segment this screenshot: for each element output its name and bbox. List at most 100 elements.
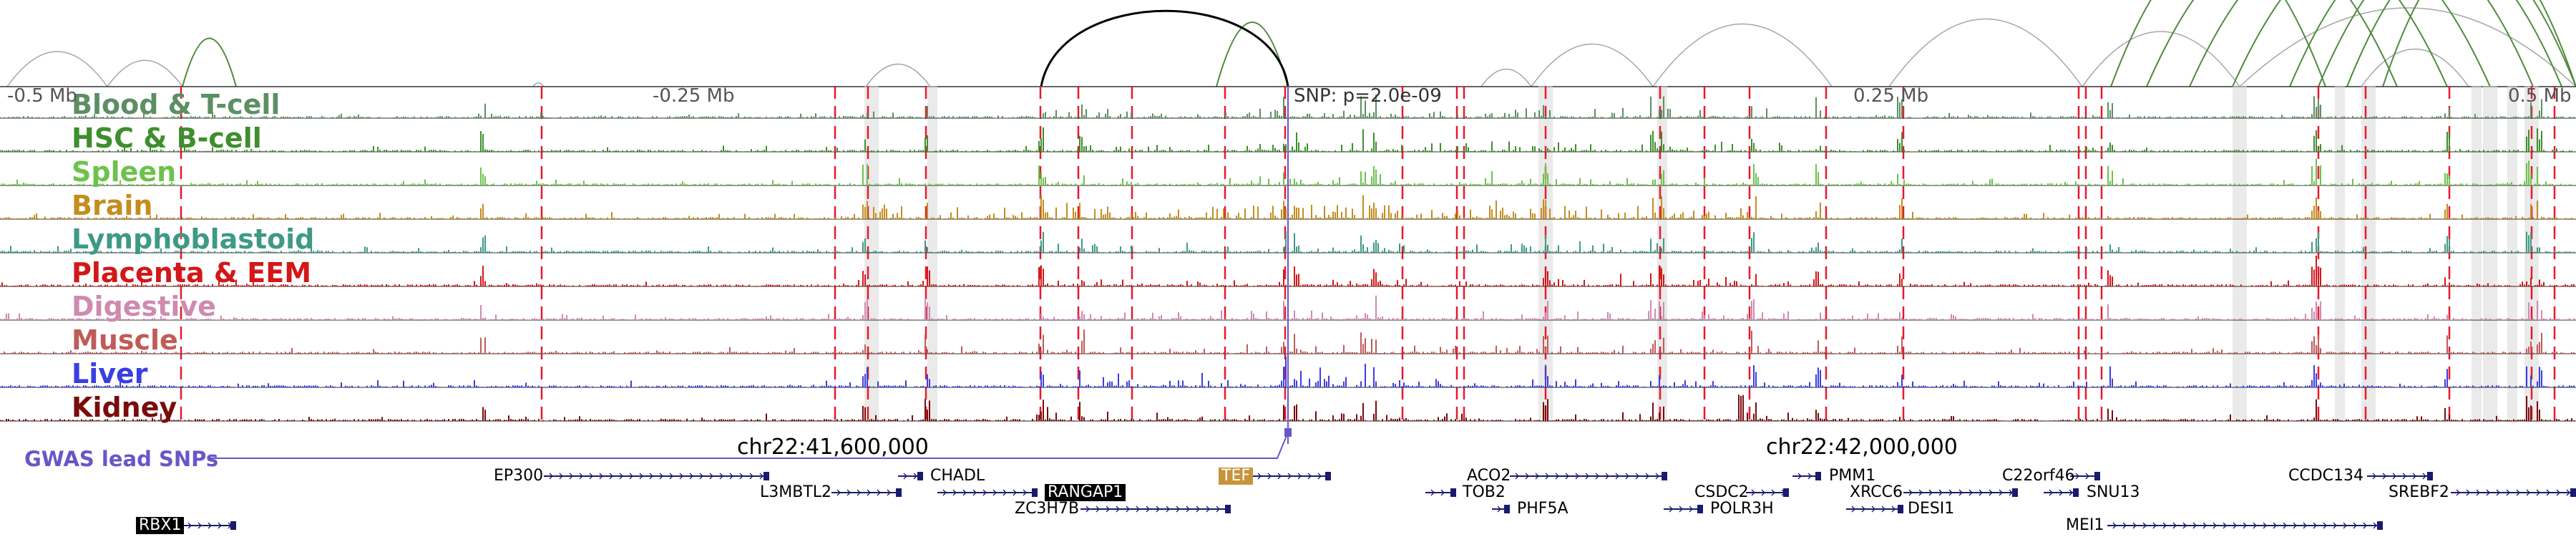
track-label: Spleen <box>72 156 177 188</box>
strand-arrow <box>1968 489 1973 496</box>
strand-arrow <box>218 522 222 529</box>
strand-arrow <box>1797 473 1802 480</box>
strand-arrow <box>187 522 192 529</box>
strand-arrow <box>1851 505 1855 513</box>
strand-arrow <box>1176 505 1180 513</box>
strand-arrow <box>1689 505 1693 513</box>
strand-arrow <box>759 473 763 480</box>
strand-arrow <box>2372 473 2376 480</box>
strand-arrow <box>1497 505 1501 513</box>
strand-arrow <box>2546 489 2550 496</box>
strand-arrow <box>2422 473 2426 480</box>
interaction-arc-grey <box>6 51 108 87</box>
interaction-arc-green <box>2346 0 2576 87</box>
strand-arrow <box>1126 505 1130 513</box>
strand-arrow <box>2243 522 2247 529</box>
gene-label: CCDC134 <box>2288 467 2364 485</box>
highlight-band <box>2472 86 2482 422</box>
strand-arrow <box>1938 489 1943 496</box>
gene-exon <box>1504 505 1510 513</box>
track-label: Kidney <box>72 392 177 423</box>
gene-exon <box>2570 488 2576 497</box>
highlight-band <box>2335 86 2345 422</box>
strand-arrow <box>2516 489 2520 496</box>
strand-arrow <box>1196 505 1200 513</box>
strand-arrow <box>2202 522 2207 529</box>
gene-label: PHF5A <box>1517 500 1568 518</box>
strand-arrow <box>1287 473 1292 480</box>
gene-exon <box>1450 488 1456 497</box>
strand-arrow <box>2223 522 2227 529</box>
strand-arrow <box>1206 505 1210 513</box>
strand-arrow <box>2059 489 2063 496</box>
strand-arrow <box>1861 505 1865 513</box>
strand-arrow <box>549 473 553 480</box>
strand-arrow <box>1096 505 1100 513</box>
strand-arrow <box>2233 522 2237 529</box>
strand-arrow <box>1166 505 1170 513</box>
strand-arrow <box>729 473 733 480</box>
strand-arrow <box>2456 489 2460 496</box>
strand-arrow <box>2075 473 2079 480</box>
strand-arrow <box>1761 489 1765 496</box>
interaction-arc-grey <box>1531 43 1654 87</box>
gene-exon <box>763 472 769 480</box>
signal-track <box>0 95 2575 118</box>
strand-arrow <box>952 489 957 496</box>
strand-arrow <box>2085 473 2089 480</box>
gene-exon <box>1815 472 1821 480</box>
strand-arrow <box>2496 489 2500 496</box>
dnase-tracks <box>0 86 2576 459</box>
strand-arrow <box>649 473 653 480</box>
interaction-arc-green <box>2110 0 2326 87</box>
interaction-arc-grey <box>1480 68 1532 87</box>
strand-arrow <box>877 489 881 496</box>
strand-arrow <box>2132 522 2137 529</box>
interaction-arc-green <box>2318 0 2562 87</box>
strand-arrow <box>739 473 743 480</box>
strand-arrow <box>1277 473 1282 480</box>
interaction-arc-grey <box>1888 18 2083 87</box>
strand-arrow <box>1891 505 1896 513</box>
strand-arrow <box>2049 489 2053 496</box>
strand-arrow <box>2556 489 2560 496</box>
strand-arrow <box>609 473 613 480</box>
strand-arrow <box>1535 473 1539 480</box>
strand-arrow <box>1085 505 1090 513</box>
strand-arrow <box>847 489 851 496</box>
gene-exon <box>230 521 236 530</box>
gene-label: MEI1 <box>2066 516 2104 534</box>
gene-label: L3MBTL2 <box>760 483 832 501</box>
strand-arrow <box>1146 505 1150 513</box>
strand-arrow <box>2466 489 2470 496</box>
highlight-band <box>927 86 937 422</box>
strand-arrow <box>1317 473 1322 480</box>
track-label: Liver <box>72 358 148 390</box>
strand-arrow <box>629 473 633 480</box>
gene-label: PMM1 <box>1829 467 1876 485</box>
strand-arrow <box>1525 473 1529 480</box>
strand-arrow <box>992 489 997 496</box>
interaction-arc-grey <box>2082 31 2240 87</box>
interaction-arc-grey <box>107 59 183 87</box>
strand-arrow <box>2373 522 2377 529</box>
strand-arrow <box>1186 505 1190 513</box>
track-label: Digestive <box>72 291 216 322</box>
strand-arrow <box>2172 522 2177 529</box>
strand-arrow <box>1013 489 1017 496</box>
strand-arrow <box>2182 522 2187 529</box>
strand-arrow <box>1595 473 1599 480</box>
signal-track <box>0 357 2575 387</box>
strand-arrow <box>2313 522 2317 529</box>
strand-arrow <box>1958 489 1963 496</box>
strand-arrow <box>1771 489 1775 496</box>
strand-arrow <box>2382 473 2386 480</box>
strand-arrow <box>1156 505 1160 513</box>
track-label: Brain <box>72 190 153 221</box>
track-label: HSC & B-cell <box>72 122 262 154</box>
strand-arrow <box>208 522 212 529</box>
strand-arrow <box>1751 489 1755 496</box>
track-label: Lymphoblastoid <box>72 223 315 255</box>
strand-arrow <box>2486 489 2490 496</box>
track-label: Placenta & EEM <box>72 257 312 289</box>
